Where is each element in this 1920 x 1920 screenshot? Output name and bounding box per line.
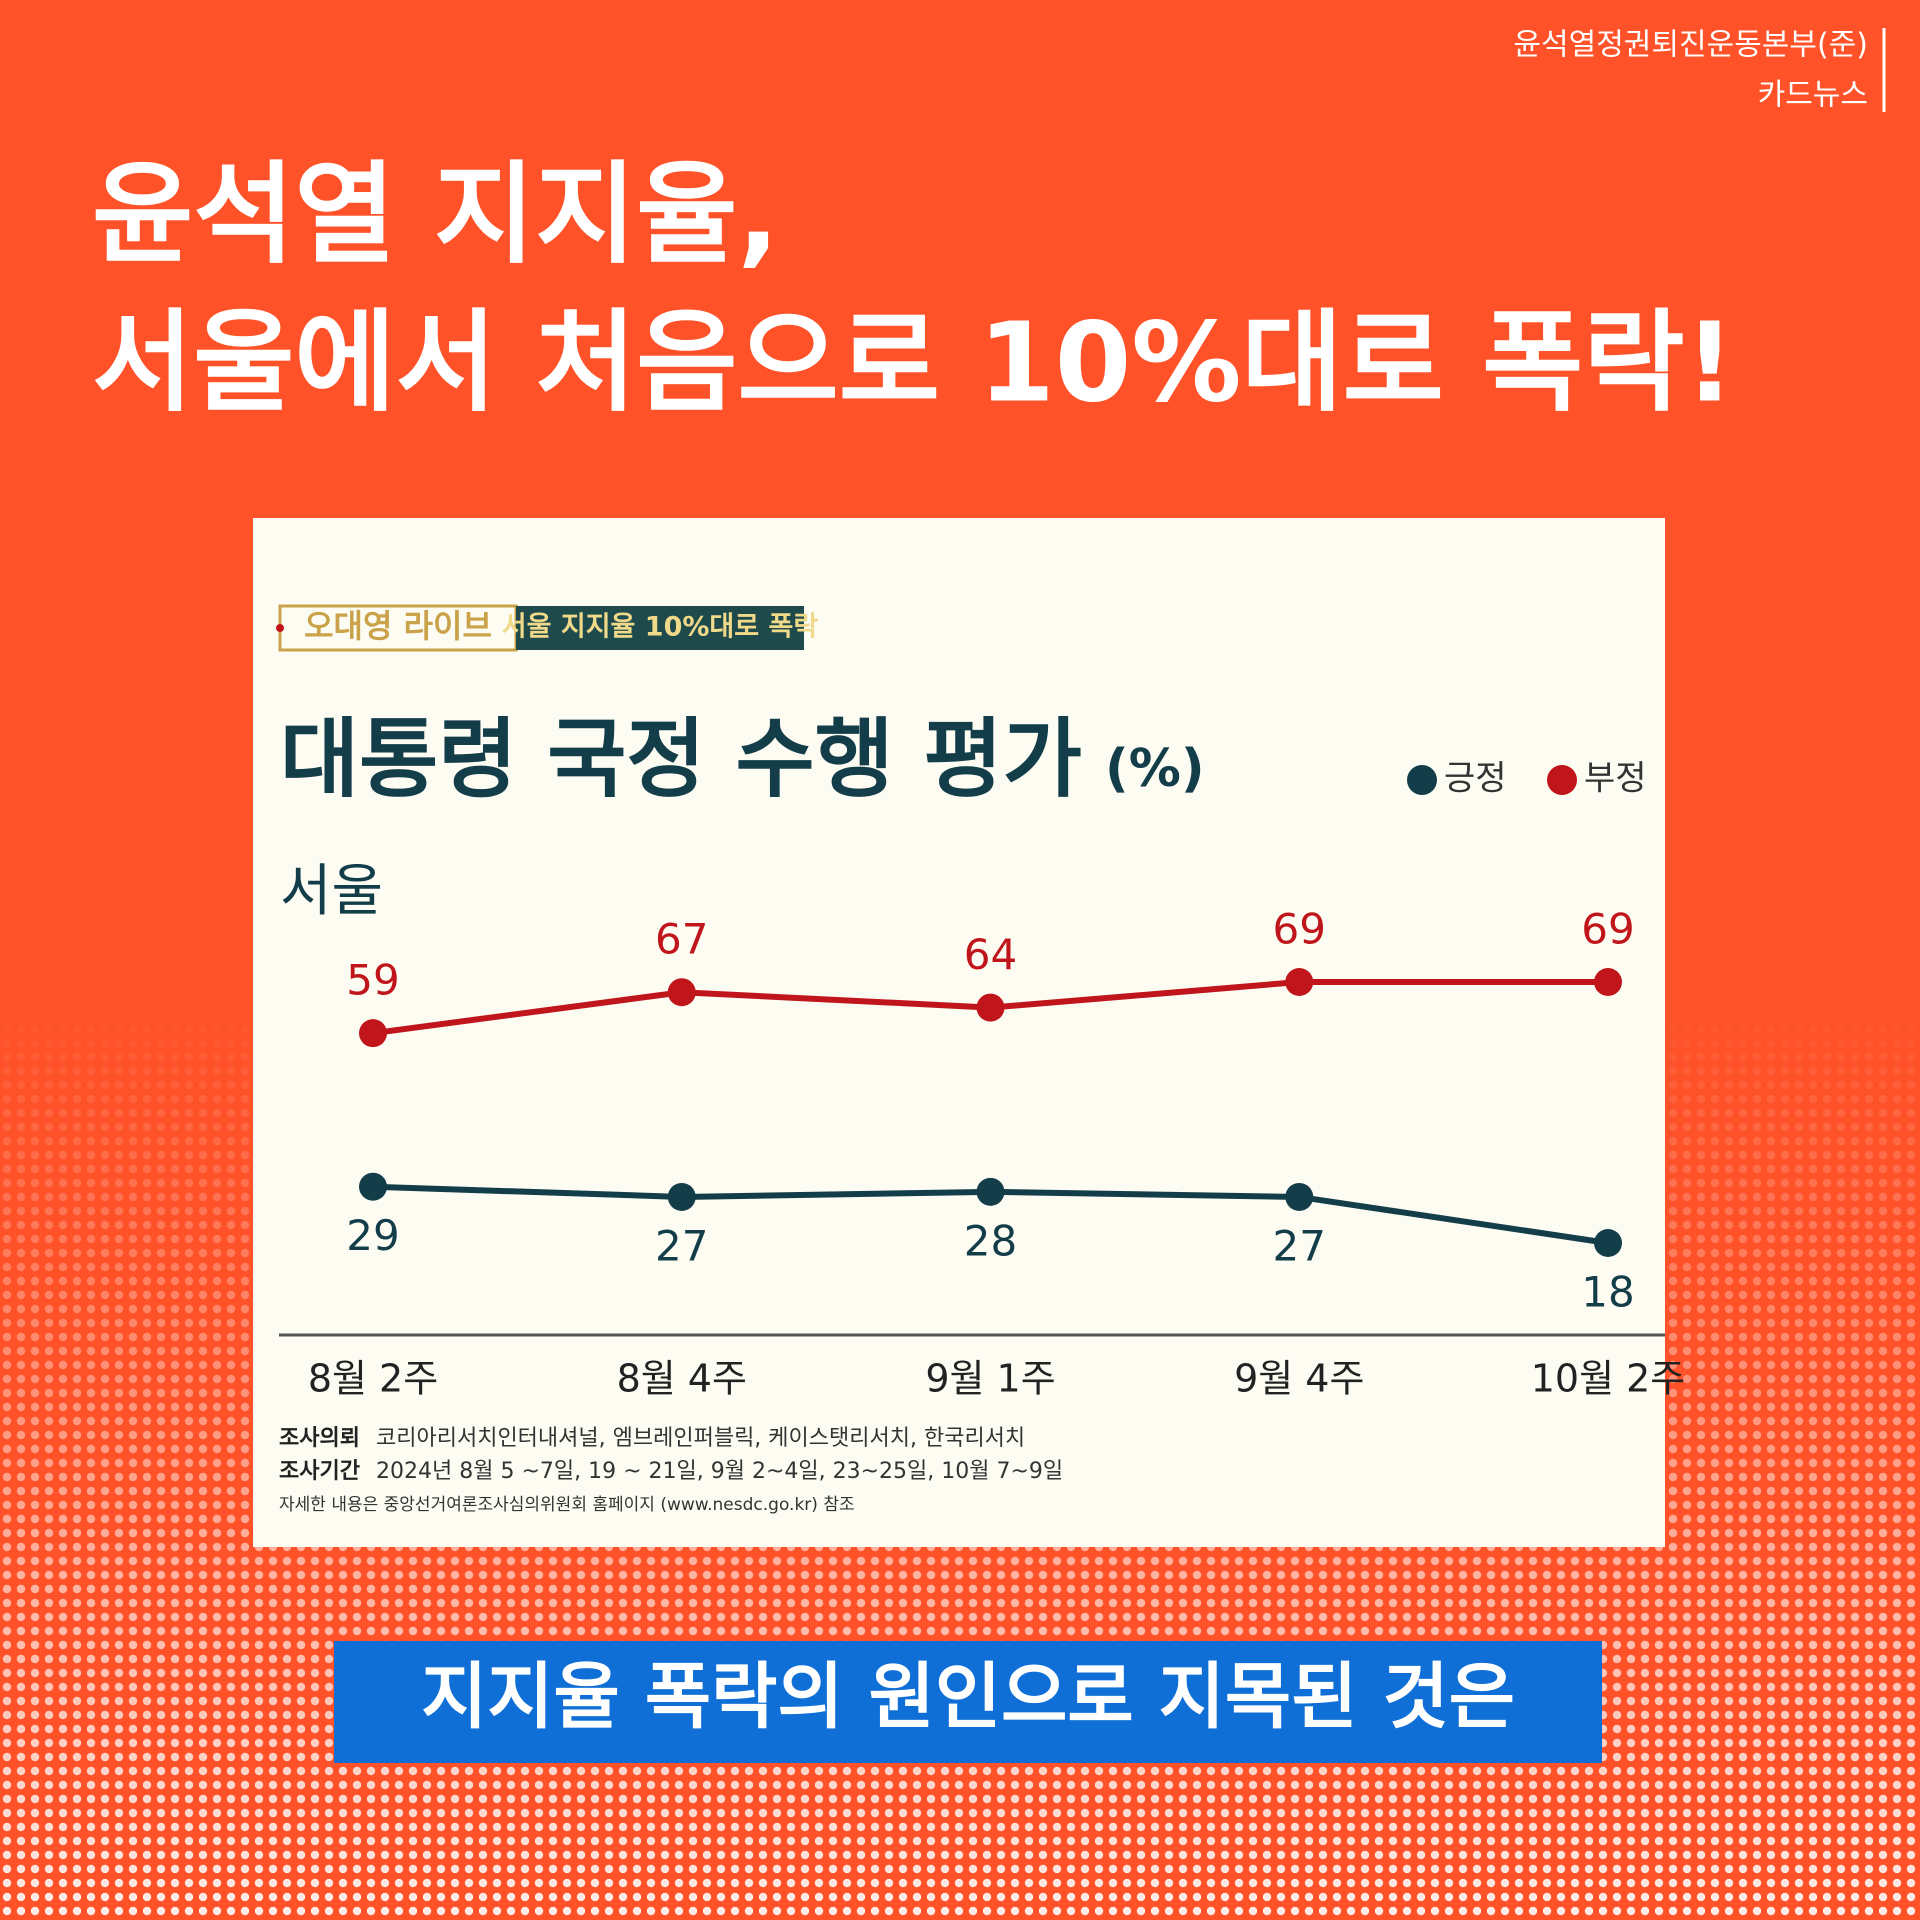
point	[1594, 968, 1622, 996]
note-label: 조사기간	[279, 1459, 360, 1484]
legend-swatch	[1547, 765, 1577, 795]
point	[976, 993, 1005, 1022]
point	[667, 1182, 696, 1211]
chart-panel: 오대영 라이브 서울 지지율 10%대로 폭락 대통령 국정 수행 평가 (%)…	[253, 518, 1665, 1547]
legend-label: 긍정	[1444, 759, 1507, 799]
value-label: 67	[655, 915, 708, 964]
badge: 오대영 라이브	[304, 607, 492, 645]
headline: 윤석열 지지율,	[92, 150, 779, 278]
x-tick-label: 8월 2주	[308, 1357, 438, 1401]
value-label: 29	[346, 1211, 399, 1260]
point	[667, 978, 696, 1007]
kind: 카드뉴스	[1758, 78, 1868, 113]
value-label: 27	[655, 1221, 708, 1270]
headline: 서울에서 처음으로 10%대로 폭락!	[92, 298, 1735, 426]
caption: 지지율 폭락의 원인으로 지목된 것은	[421, 1655, 1515, 1739]
note-label: 조사의뢰	[279, 1426, 360, 1451]
x-tick-label: 10월 2주	[1531, 1357, 1686, 1401]
x-tick-label: 9월 4주	[1234, 1357, 1364, 1401]
value-label: 18	[1581, 1268, 1634, 1317]
x-tick-label: 9월 1주	[925, 1357, 1055, 1401]
note-text: 2024년 8월 5 ~7일, 19 ~ 21일, 9월 2~4일, 23~25…	[376, 1459, 1063, 1484]
chart-title: 대통령 국정 수행 평가	[280, 709, 1082, 809]
badge: 서울 지지율 10%대로 폭락	[502, 612, 819, 643]
point	[1285, 1182, 1314, 1211]
point	[1594, 1229, 1622, 1257]
x-tick-label: 8월 4주	[617, 1357, 747, 1401]
value-label: 69	[1581, 905, 1634, 954]
point	[359, 1019, 387, 1048]
subtitle: 서울	[280, 859, 383, 924]
caption-box	[334, 1641, 1602, 1763]
point	[359, 1172, 387, 1201]
value-label: 27	[1273, 1221, 1326, 1270]
legend-swatch	[1407, 765, 1437, 795]
note-text: 코리아리서치인터내셔널, 엠브레인퍼블릭, 케이스탯리서치, 한국리서치	[376, 1426, 1025, 1451]
note-text: 자세한 내용은 중앙선거여론조사심의위원회 홈페이지 (www.nesdc.go…	[279, 1495, 855, 1515]
value-label: 64	[964, 930, 1017, 979]
org: 윤석열정권퇴진운동본부(준)	[1513, 28, 1868, 63]
value-label: 28	[964, 1216, 1017, 1265]
point	[1285, 968, 1314, 996]
unit: (%)	[1105, 739, 1205, 799]
point	[976, 1177, 1005, 1206]
legend-label: 부정	[1584, 759, 1647, 799]
value-label: 59	[346, 956, 399, 1005]
value-label: 69	[1273, 905, 1326, 954]
